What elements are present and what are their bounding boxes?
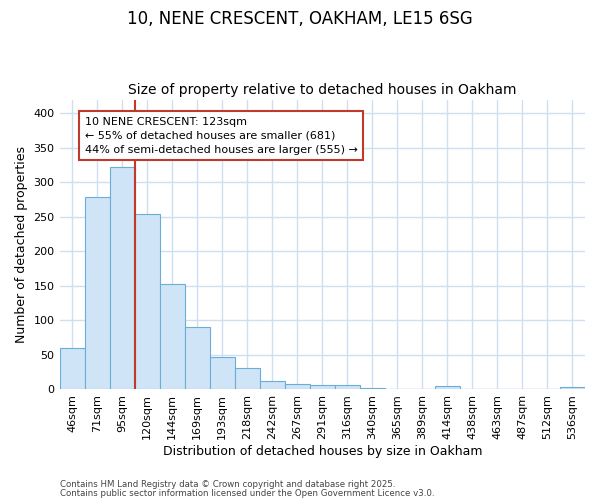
Bar [285,384,310,389]
Bar [310,385,335,389]
Bar [185,327,209,389]
Bar [85,198,110,389]
Bar [235,368,260,389]
Bar [110,167,134,389]
Bar [160,284,185,389]
Y-axis label: Number of detached properties: Number of detached properties [15,146,28,343]
Bar [435,386,460,389]
Title: Size of property relative to detached houses in Oakham: Size of property relative to detached ho… [128,83,517,97]
Bar [134,214,160,389]
Bar [59,348,85,389]
Text: Contains HM Land Registry data © Crown copyright and database right 2025.: Contains HM Land Registry data © Crown c… [60,480,395,489]
Text: Contains public sector information licensed under the Open Government Licence v3: Contains public sector information licen… [60,488,434,498]
Bar [560,387,585,389]
Bar [260,380,285,389]
Text: 10, NENE CRESCENT, OAKHAM, LE15 6SG: 10, NENE CRESCENT, OAKHAM, LE15 6SG [127,10,473,28]
Bar [335,385,360,389]
X-axis label: Distribution of detached houses by size in Oakham: Distribution of detached houses by size … [163,444,482,458]
Bar [209,358,235,389]
Bar [360,388,385,389]
Text: 10 NENE CRESCENT: 123sqm
← 55% of detached houses are smaller (681)
44% of semi-: 10 NENE CRESCENT: 123sqm ← 55% of detach… [85,117,358,155]
